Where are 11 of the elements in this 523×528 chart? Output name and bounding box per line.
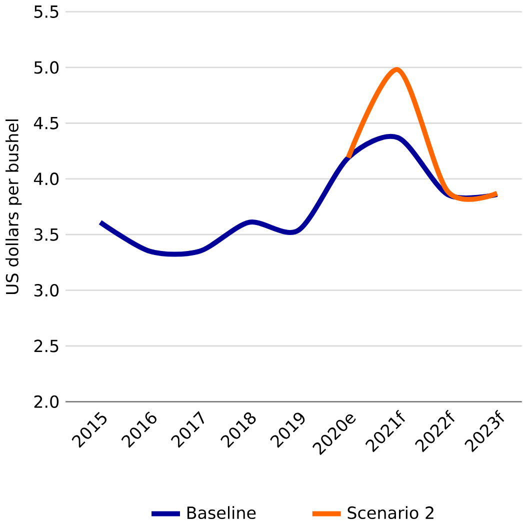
y-tick-label: 4.5 bbox=[34, 116, 58, 130]
y-tick-label: 3.0 bbox=[34, 284, 59, 297]
y-tick-label: 5.0 bbox=[34, 61, 59, 74]
legend-label: Baseline bbox=[188, 506, 256, 520]
y-axis-title: US dollars per bushel bbox=[6, 120, 22, 294]
y-tick-label: 2.0 bbox=[34, 395, 59, 408]
y-tick-label: 4.0 bbox=[34, 172, 59, 186]
y-tick-label: 3.5 bbox=[34, 228, 58, 241]
y-tick-label: 5.5 bbox=[34, 6, 58, 18]
y-tick-label: 2.5 bbox=[34, 340, 58, 352]
legend-label: Scenario 2 bbox=[348, 506, 434, 520]
